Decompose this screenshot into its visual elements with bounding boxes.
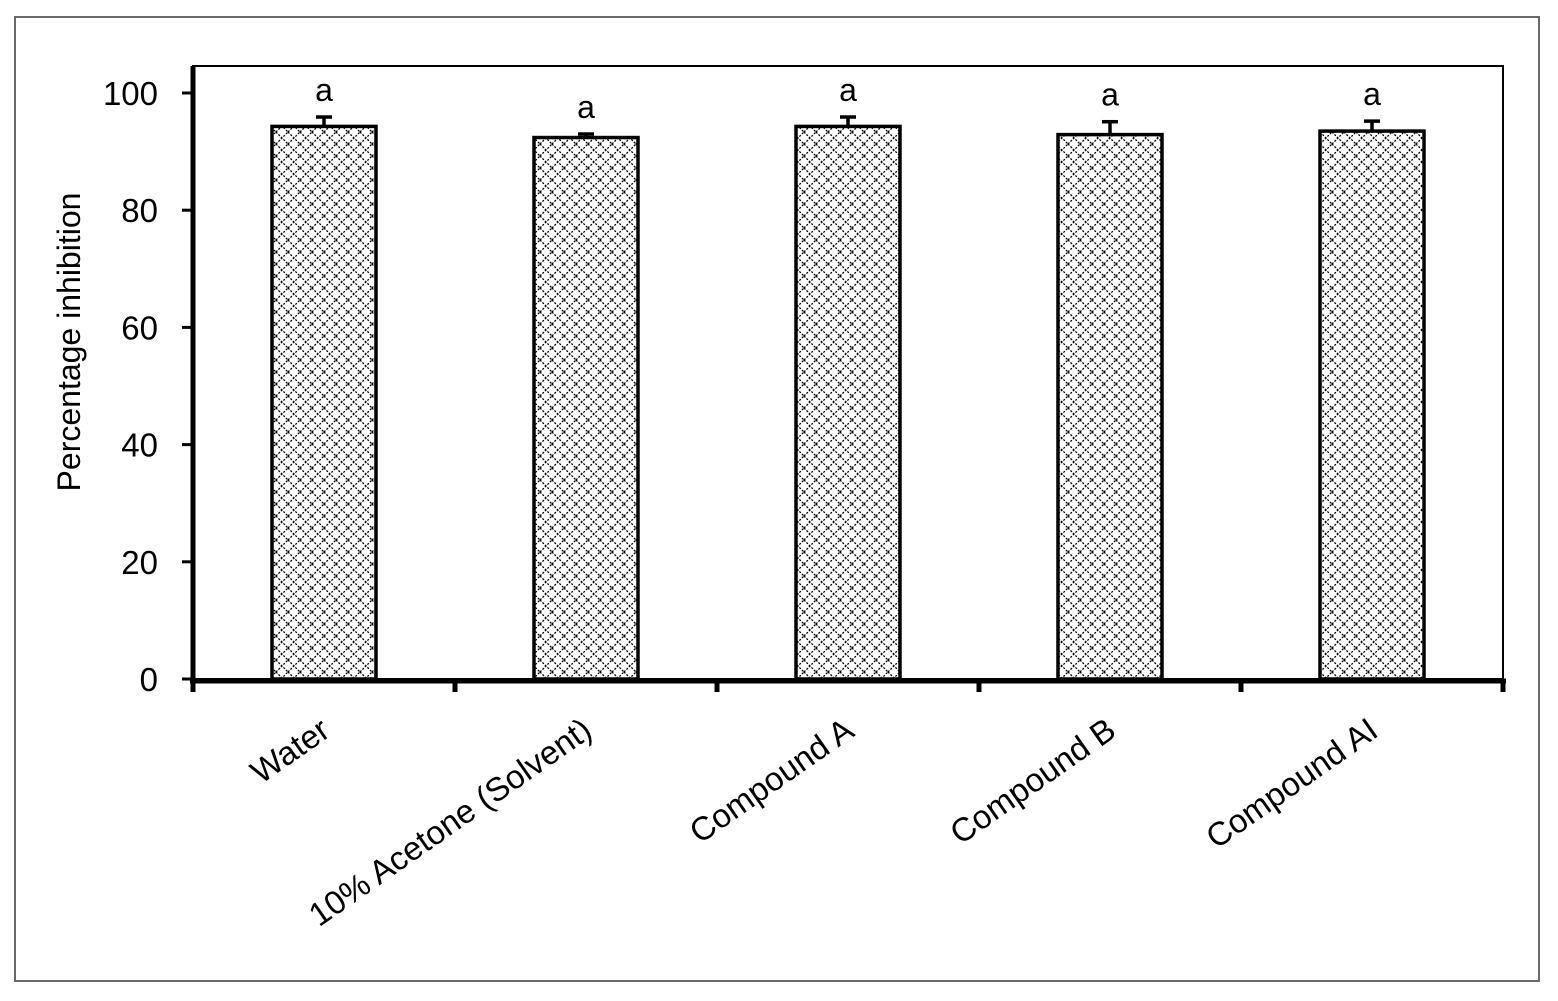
bar xyxy=(1056,132,1164,681)
significance-letter: a xyxy=(577,89,595,125)
bar xyxy=(1318,129,1426,681)
significance-letter: a xyxy=(1101,77,1119,113)
y-tick-label: 60 xyxy=(121,309,158,346)
y-tick-label: 80 xyxy=(121,192,158,229)
bar xyxy=(794,124,902,681)
x-category-label: Compound B xyxy=(943,710,1122,851)
y-tick-label: 20 xyxy=(121,544,158,581)
y-tick-label: 100 xyxy=(103,75,158,112)
x-category-label: Compound A xyxy=(682,710,860,850)
figure-frame xyxy=(14,16,1540,982)
x-category-label: 10% Acetone (Solvent) xyxy=(302,710,598,933)
x-category-label: Water xyxy=(244,710,336,790)
y-axis-title: Percentage inhibition xyxy=(51,193,87,492)
significance-letter: a xyxy=(839,72,857,108)
x-category-label: Compound AI xyxy=(1199,710,1384,855)
y-tick-label: 0 xyxy=(140,661,158,698)
bar xyxy=(532,135,640,681)
bar xyxy=(270,124,378,681)
significance-letter: a xyxy=(1363,76,1381,112)
significance-letter: a xyxy=(315,72,333,108)
y-tick-label: 40 xyxy=(121,427,158,464)
